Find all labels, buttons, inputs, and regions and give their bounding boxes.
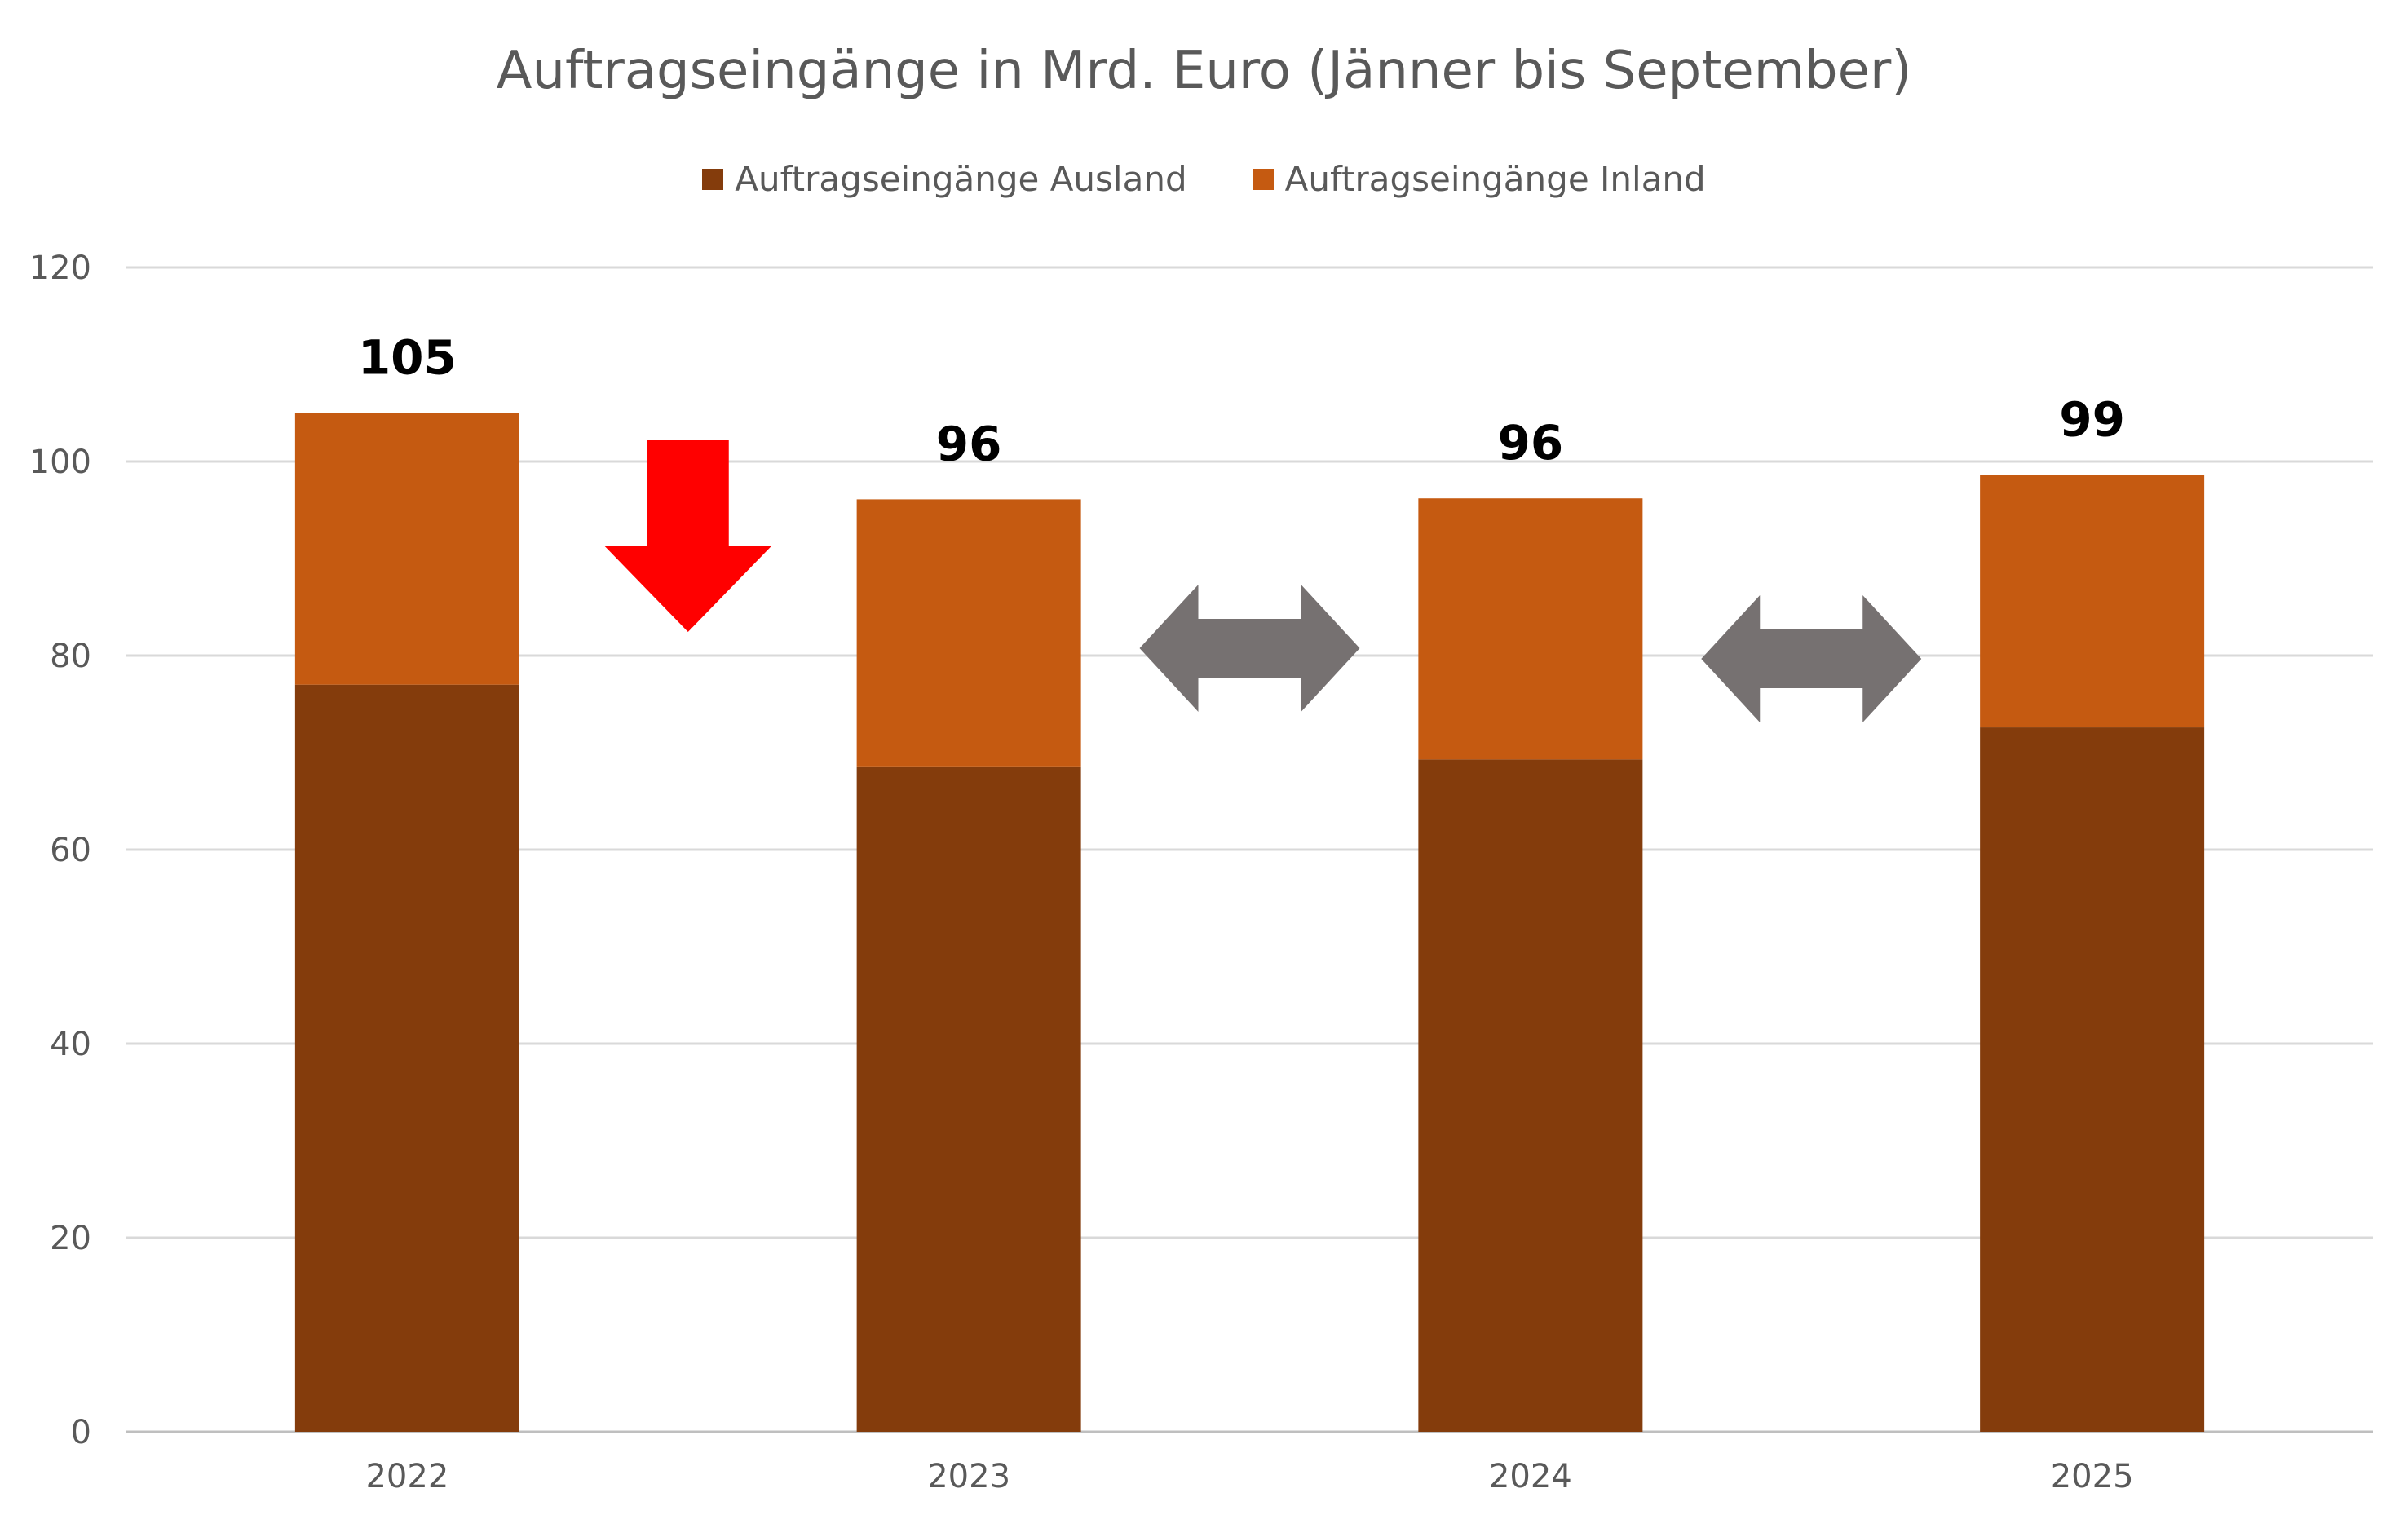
bar-segment-inland [1980,475,2205,728]
bar-total-label: 96 [936,416,1002,471]
x-tick-label: 2022 [365,1458,448,1495]
bar-segment-ausland [856,766,1081,1432]
bar-total-label: 105 [358,330,457,386]
bar-segment-ausland [294,684,519,1432]
bar-segment-inland [1418,498,1643,760]
legend-item-inland: Auftragseingänge Inland [1252,159,1706,199]
legend-swatch-ausland [702,168,724,190]
x-tick-label: 2025 [2051,1458,2134,1495]
y-tick-label: 20 [50,1220,91,1257]
bar-total-label: 96 [1498,415,1564,470]
legend-label-ausland: Auftragseingänge Ausland [735,159,1187,199]
down-arrow-icon [604,440,771,632]
x-tick-label: 2023 [927,1458,1010,1495]
double-arrow-icon [1701,595,1922,722]
legend-swatch-inland [1252,168,1274,190]
legend-label-inland: Auftragseingänge Inland [1284,159,1706,199]
y-tick-label: 60 [50,832,91,869]
bar-segment-ausland [1418,759,1643,1432]
bar-segment-inland [294,413,519,685]
y-tick-label: 0 [71,1414,91,1451]
bar-segment-inland [856,499,1081,767]
y-tick-label: 40 [50,1026,91,1063]
y-tick-label: 120 [29,250,91,287]
bar-segment-ausland [1980,727,2205,1432]
x-tick-label: 2024 [1489,1458,1572,1495]
y-tick-label: 100 [29,444,91,481]
chart-title: Auftragseingänge in Mrd. Euro (Jänner bi… [496,41,1912,101]
legend-item-ausland: Auftragseingänge Ausland [702,159,1187,199]
double-arrow-icon [1139,585,1360,712]
y-tick-label: 80 [50,638,91,675]
legend: Auftragseingänge Ausland Auftragseingäng… [0,159,2408,199]
bar-total-label: 99 [2059,392,2125,448]
